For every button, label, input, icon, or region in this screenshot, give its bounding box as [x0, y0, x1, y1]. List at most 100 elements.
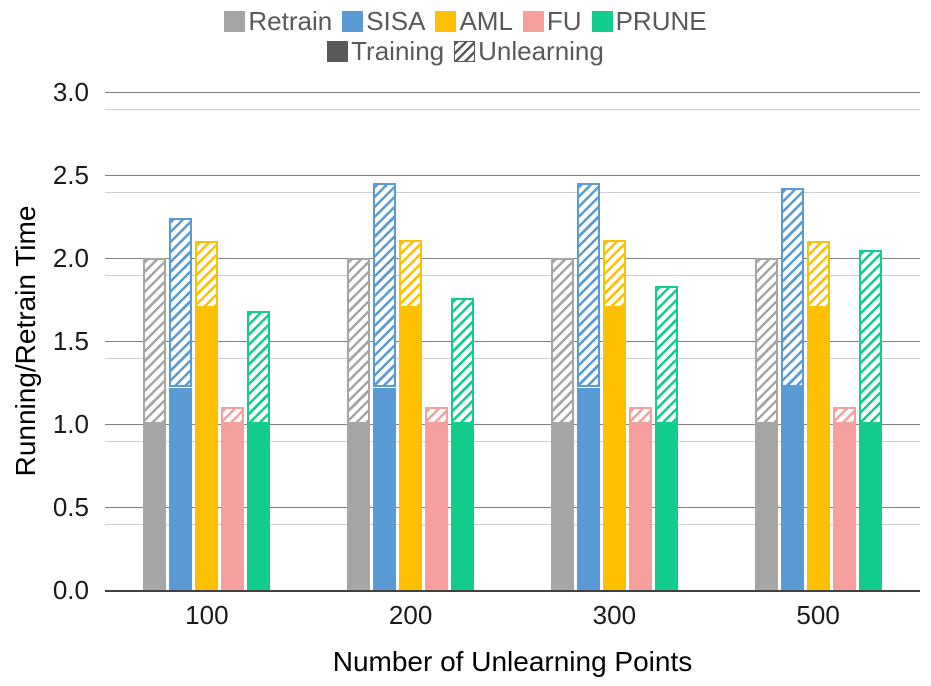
plot-area: [105, 92, 920, 592]
bar-segment-training: [451, 424, 475, 590]
bar-segment-unlearning: [858, 249, 882, 424]
bar-groups: [105, 92, 920, 590]
bar-segment-unlearning: [832, 407, 856, 424]
bar-segment-unlearning: [628, 407, 652, 424]
bar-segment-training: [806, 307, 830, 590]
bar-retrain-300: [550, 258, 574, 590]
bar-group-300: [513, 92, 717, 590]
bar-aml-100: [195, 241, 219, 590]
legend-item-sisa: SISA: [342, 8, 425, 34]
legend-item-unlearning: Unlearning: [454, 38, 604, 64]
bar-retrain-200: [347, 258, 371, 590]
x-axis-title: Number of Unlearning Points: [332, 646, 693, 677]
legend-label: FU: [546, 6, 582, 36]
bar-sisa-200: [373, 183, 397, 590]
bar-retrain-100: [143, 258, 167, 590]
bar-segment-unlearning: [143, 258, 167, 424]
legend-swatch-icon: [454, 40, 476, 62]
chart-legend-stack: Training Unlearning: [0, 38, 931, 64]
bar-segment-training: [399, 307, 423, 590]
bar-segment-training: [654, 424, 678, 590]
bar-sisa-500: [780, 188, 804, 590]
gridline-minor: [105, 108, 920, 110]
bar-segment-unlearning: [550, 258, 574, 424]
legend-item-training: Training: [327, 38, 444, 64]
x-tick-label: 500: [796, 600, 840, 630]
gridlines: [105, 92, 920, 590]
bar-segment-training: [780, 387, 804, 590]
bar-segment-training: [576, 387, 600, 590]
bar-segment-unlearning: [576, 183, 600, 388]
bar-group-100: [105, 92, 309, 590]
bar-prune-200: [451, 297, 475, 590]
bar-segment-training: [373, 387, 397, 590]
y-tick-label: 2.0: [52, 243, 89, 273]
legend-label: Retrain: [248, 6, 333, 36]
y-tick-label: 1.5: [52, 326, 89, 356]
bar-segment-unlearning: [780, 188, 804, 388]
chart-legend-series: Retrain SISA AML FU PRUNE: [0, 8, 931, 34]
bar-prune-100: [247, 311, 271, 590]
legend-item-fu: FU: [522, 6, 582, 36]
bar-segment-training: [169, 387, 193, 590]
gridline-major: [105, 341, 920, 342]
bar-aml-200: [399, 239, 423, 590]
bar-segment-unlearning: [195, 241, 219, 308]
bar-segment-unlearning: [169, 218, 193, 388]
y-tick-label: 2.5: [52, 160, 89, 190]
x-tick-label: 200: [388, 600, 433, 630]
legend-swatch-icon: [327, 40, 349, 62]
bar-segment-unlearning: [602, 239, 626, 308]
gridline-minor: [105, 523, 920, 525]
bar-segment-unlearning: [806, 241, 830, 308]
legend-label: AML: [459, 6, 513, 36]
legend-label: Training: [351, 36, 445, 66]
gridline-major: [105, 92, 920, 93]
bar-segment-unlearning: [654, 286, 678, 424]
bar-segment-unlearning: [754, 258, 778, 424]
bar-sisa-300: [576, 183, 600, 590]
gridline-major: [105, 175, 920, 176]
bar-group-200: [309, 92, 513, 590]
x-axis-tick-labels: 100 200 300 500: [105, 600, 920, 631]
y-axis-tick-labels: 3.0 2.5 2.0 1.5 1.0 0.5 0.0: [0, 79, 95, 603]
bar-segment-unlearning: [425, 407, 449, 424]
bar-segment-unlearning: [451, 297, 475, 424]
legend-swatch-icon: [224, 10, 246, 32]
bar-segment-training: [221, 424, 245, 590]
legend-item-prune: PRUNE: [591, 6, 707, 36]
y-tick-label: 3.0: [52, 77, 89, 107]
bar-segment-training: [143, 424, 167, 590]
gridline-minor: [105, 357, 920, 359]
bar-aml-300: [602, 239, 626, 590]
y-tick-label: 0.5: [52, 492, 89, 522]
bar-prune-300: [654, 286, 678, 590]
bar-segment-unlearning: [221, 407, 245, 424]
bar-aml-500: [806, 241, 830, 590]
bar-fu-100: [221, 407, 245, 590]
bar-segment-training: [425, 424, 449, 590]
bar-segment-training: [550, 424, 574, 590]
bar-segment-training: [832, 424, 856, 590]
legend-label: Unlearning: [478, 36, 604, 66]
bar-segment-training: [347, 424, 371, 590]
bar-segment-unlearning: [373, 183, 397, 388]
bar-segment-training: [195, 307, 219, 590]
legend-item-aml: AML: [435, 6, 513, 36]
legend-label: PRUNE: [615, 6, 707, 36]
gridline-minor: [105, 274, 920, 276]
legend-swatch-icon: [591, 10, 613, 32]
bar-fu-200: [425, 407, 449, 590]
bar-segment-unlearning: [347, 258, 371, 424]
bar-fu-300: [628, 407, 652, 590]
gridline-major: [105, 258, 920, 259]
legend-swatch-icon: [522, 10, 544, 32]
bar-segment-training: [628, 424, 652, 590]
y-tick-label: 1.0: [52, 409, 89, 439]
bar-retrain-500: [754, 258, 778, 590]
legend-swatch-icon: [435, 10, 457, 32]
bar-segment-unlearning: [399, 239, 423, 308]
bar-segment-training: [247, 424, 271, 590]
gridline-major: [105, 424, 920, 425]
